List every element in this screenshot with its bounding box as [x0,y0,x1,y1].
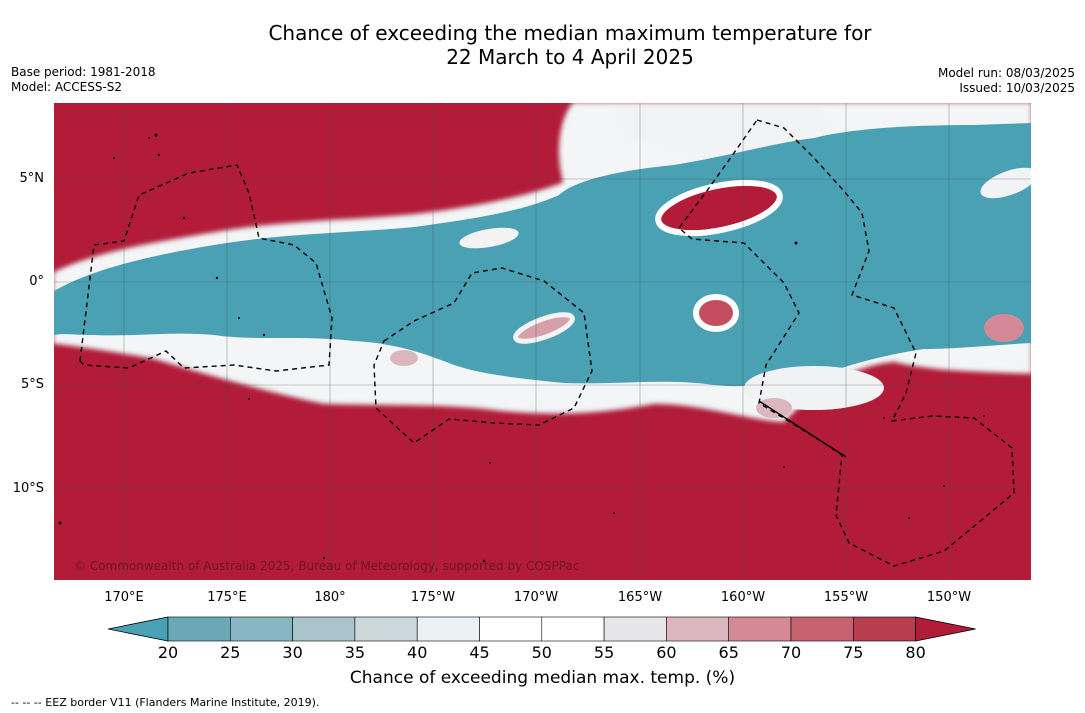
colorbar-tick-label: 65 [718,643,739,662]
colorbar-tick-label: 45 [469,643,490,662]
lon-label-175e: 175°E [207,590,247,605]
lat-label-10s: 10°S [12,481,44,496]
colorbar-cell [541,616,605,642]
neutral-pocket-1 [459,227,519,249]
base-period: Base period: 1981-2018 [11,65,156,79]
colorbar-label: Chance of exceeding median max. temp. (%… [349,668,736,688]
colorbar-cell [416,616,480,642]
colorbar-extend-high [915,616,976,642]
issued-date: Issued: 10/03/2025 [959,81,1075,95]
lon-label-150w: 150°W [926,590,972,605]
colorbar-tick-label: 55 [593,643,615,662]
high-chance-pocket-1 [655,179,783,237]
colorbar-cell [479,616,543,642]
colorbar-extend-low [108,616,169,642]
model-name: Model: ACCESS-S2 [11,80,123,94]
lat-label-5n: 5°N [19,171,45,186]
colorbar-tick-label: 60 [656,643,677,662]
meta-left: Base period: 1981-2018 Model: ACCESS-S2 [11,65,156,95]
neutral-pocket-2 [980,167,1031,199]
warm-pocket-4 [984,314,1024,342]
high-chance-pocket-2 [693,294,739,332]
low-chance-region [54,123,1031,387]
colorbar-cell [167,616,231,642]
lat-label-0: 0° [29,274,44,289]
colorbar-tick-label: 20 [157,643,179,662]
graticule [54,103,1031,580]
warm-pocket-3 [513,312,575,344]
lon-label-160w: 160°W [720,590,766,605]
colorbar-cell [666,616,730,642]
lon-label-180: 180° [314,590,346,605]
lon-label-170w: 170°W [513,590,559,605]
colorbar-tick-label: 70 [780,643,802,662]
colorbar-cell [790,616,854,642]
colorbar-tick-label: 80 [905,643,926,662]
colorbar-tick-label: 40 [407,643,428,662]
lon-label-165w: 165°W [617,590,663,605]
lon-label-170e: 170°E [104,590,144,605]
eez-footnote: -- -- -- EEZ border V11 (Flanders Marine… [11,696,320,709]
copyright-text: © Commonwealth of Australia 2025, Bureau… [74,559,580,573]
warm-pocket-6 [390,350,418,366]
colorbar-tick-label: 35 [344,643,366,662]
colorbar-cell [292,616,356,642]
colorbar-cell [728,616,792,642]
colorbar-cell [230,616,293,642]
forecast-map [54,103,1031,580]
colorbar-tick-label: 50 [531,643,552,662]
colorbar-tick-label: 25 [220,643,241,662]
colorbar-cell [852,616,916,642]
colorbar-cell [603,616,667,642]
boundary-solid [758,400,847,458]
colorbar-tick-label: 30 [282,643,303,662]
warm-pocket-5 [756,398,792,418]
colorbar [108,616,976,642]
islands [58,133,985,563]
title-line-1: Chance of exceeding the median maximum t… [268,21,872,45]
meta-right: Model run: 08/03/2025 Issued: 10/03/2025 [938,66,1075,96]
map-title: Chance of exceeding the median maximum t… [0,21,1085,69]
lon-label-175w: 175°W [410,590,456,605]
colorbar-cell [354,616,418,642]
lat-label-5s: 5°S [20,377,44,392]
title-line-2: 22 March to 4 April 2025 [446,45,694,69]
colorbar-tick-label: 75 [843,643,864,662]
model-run: Model run: 08/03/2025 [937,66,1075,80]
eez-borders [79,119,1015,567]
lon-label-155w: 155°W [823,590,869,605]
